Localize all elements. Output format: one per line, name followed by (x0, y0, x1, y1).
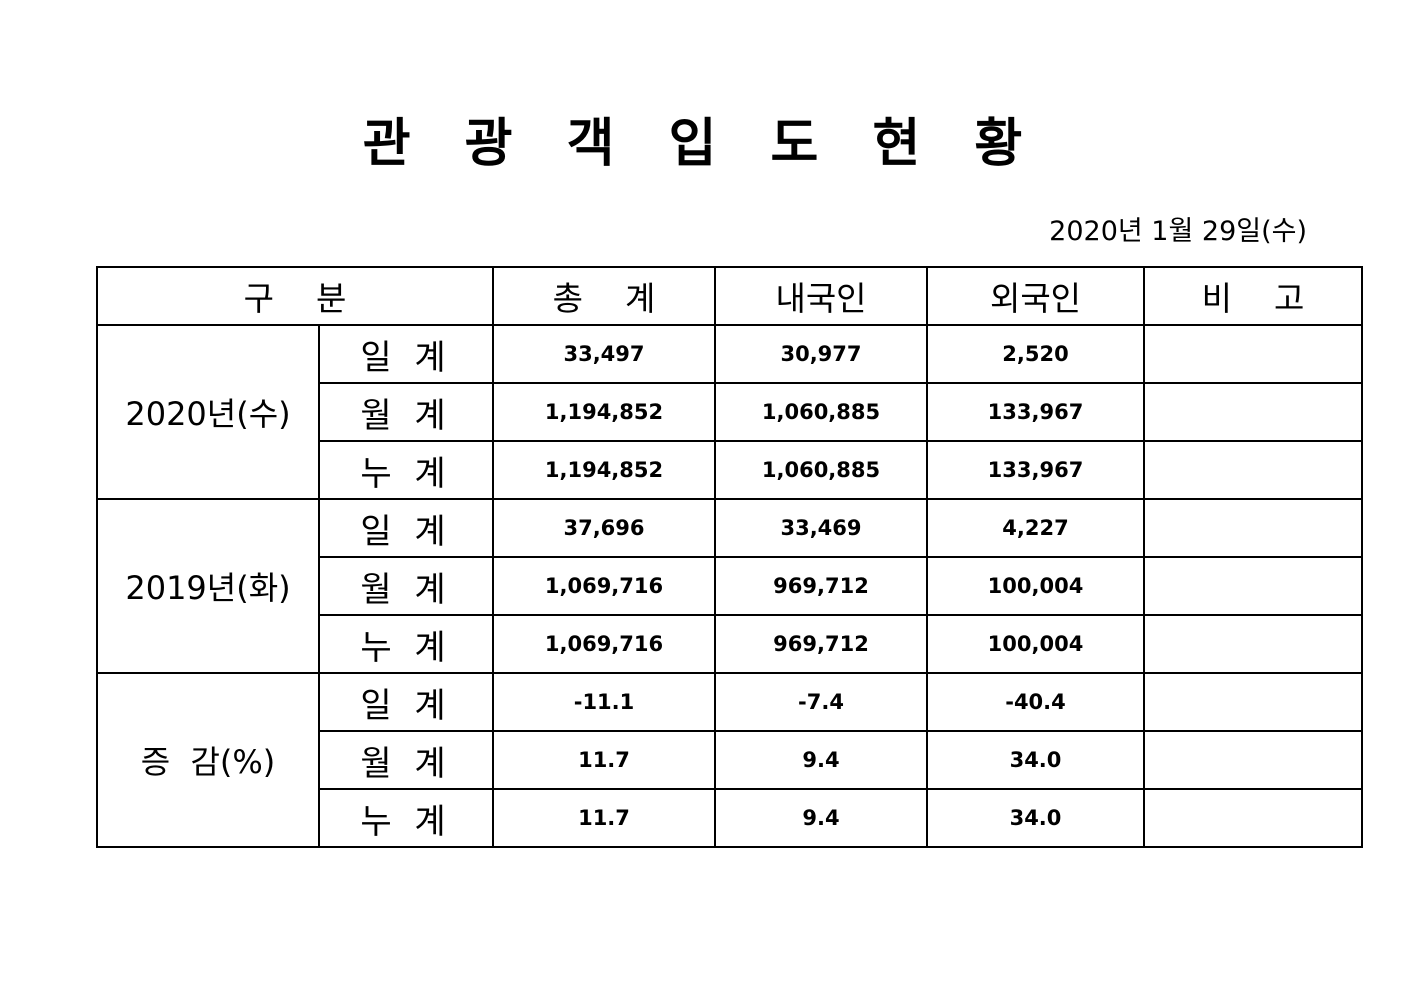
table-row: 월 계 11.7 9.4 34.0 (97, 730, 1363, 790)
row-label: 누 계 (318, 614, 494, 674)
cell-remarks (1143, 440, 1363, 500)
row-label: 월 계 (318, 382, 494, 442)
row-label: 일 계 (318, 324, 494, 384)
header-domestic: 내국인 (714, 266, 928, 326)
cell-remarks (1143, 556, 1363, 616)
cell-total: 11.7 (492, 788, 716, 848)
cell-foreign: 4,227 (926, 498, 1145, 558)
row-label: 일 계 (318, 498, 494, 558)
tourist-arrivals-table: 구 분 총 계 내국인 외국인 비 고 2020년(수) 일 계 33,497 … (96, 266, 1363, 848)
header-foreign: 외국인 (926, 266, 1145, 326)
table-row: 누 계 1,069,716 969,712 100,004 (97, 614, 1363, 674)
table-row: 누 계 1,194,852 1,060,885 133,967 (97, 440, 1363, 500)
row-label: 누 계 (318, 440, 494, 500)
cell-total: 11.7 (492, 730, 716, 790)
cell-remarks (1143, 672, 1363, 732)
cell-total: 1,069,716 (492, 614, 716, 674)
cell-domestic: 30,977 (714, 324, 928, 384)
report-date: 2020년 1월 29일(수) (1049, 216, 1307, 247)
cell-foreign: 34.0 (926, 730, 1145, 790)
table-row: 2019년(화) 일 계 37,696 33,469 4,227 (96, 498, 1363, 674)
table-row: 월 계 1,194,852 1,060,885 133,967 (97, 382, 1363, 442)
cell-remarks (1143, 614, 1363, 674)
cell-remarks (1143, 788, 1363, 848)
header-remarks: 비 고 (1143, 266, 1363, 326)
cell-total: 1,069,716 (492, 556, 716, 616)
row-label: 월 계 (318, 556, 494, 616)
cell-total: -11.1 (492, 672, 716, 732)
cell-domestic: 1,060,885 (714, 382, 928, 442)
cell-domestic: -7.4 (714, 672, 928, 732)
cell-foreign: 34.0 (926, 788, 1145, 848)
cell-foreign: 100,004 (926, 556, 1145, 616)
cell-foreign: 133,967 (926, 382, 1145, 442)
cell-domestic: 33,469 (714, 498, 928, 558)
cell-domestic: 9.4 (714, 730, 928, 790)
group-label-2019: 2019년(화) (96, 498, 320, 674)
cell-remarks (1143, 382, 1363, 442)
cell-domestic: 1,060,885 (714, 440, 928, 500)
cell-foreign: 100,004 (926, 614, 1145, 674)
cell-remarks (1143, 324, 1363, 384)
header-total: 총 계 (492, 266, 716, 326)
header-row: 구 분 총 계 내국인 외국인 비 고 (96, 266, 1363, 326)
row-label: 일 계 (318, 672, 494, 732)
cell-domestic: 969,712 (714, 556, 928, 616)
cell-total: 37,696 (492, 498, 716, 558)
document-title: 관 광 객 입 도 현 황 (362, 114, 1041, 174)
table-row: 2020년(수) 일 계 33,497 30,977 2,520 (96, 324, 1363, 500)
cell-foreign: -40.4 (926, 672, 1145, 732)
header-category: 구 분 (96, 266, 494, 326)
table-row: 증 감(%) 일 계 -11.1 -7.4 -40.4 (96, 672, 1363, 848)
cell-domestic: 969,712 (714, 614, 928, 674)
cell-total: 1,194,852 (492, 382, 716, 442)
group-label-change: 증 감(%) (96, 672, 320, 848)
cell-remarks (1143, 730, 1363, 790)
cell-domestic: 9.4 (714, 788, 928, 848)
cell-total: 33,497 (492, 324, 716, 384)
cell-foreign: 2,520 (926, 324, 1145, 384)
group-label-2020: 2020년(수) (96, 324, 320, 500)
table-row: 누 계 11.7 9.4 34.0 (97, 788, 1363, 848)
cell-total: 1,194,852 (492, 440, 716, 500)
row-label: 누 계 (318, 788, 494, 848)
cell-foreign: 133,967 (926, 440, 1145, 500)
cell-remarks (1143, 498, 1363, 558)
row-label: 월 계 (318, 730, 494, 790)
table-row: 월 계 1,069,716 969,712 100,004 (97, 556, 1363, 616)
